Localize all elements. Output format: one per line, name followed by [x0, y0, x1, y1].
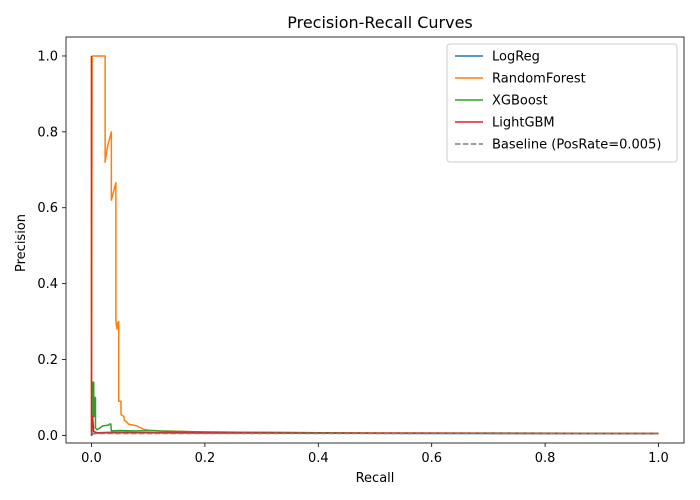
series-line-xgboost	[90, 381, 659, 436]
y-tick-label: 0.8	[37, 125, 58, 140]
chart-title: Precision-Recall Curves	[287, 13, 473, 32]
x-tick-label: 0.4	[308, 451, 329, 466]
y-axis-label: Precision	[14, 214, 29, 272]
y-tick-label: 0.2	[37, 353, 58, 368]
y-axis-ticks: 0.0 0.2 0.4 0.6 0.8 1.0	[37, 49, 66, 444]
x-tick-label: 0.6	[421, 451, 442, 466]
plot-frame	[65, 36, 685, 444]
y-tick-label: 0.0	[37, 429, 58, 444]
legend-box	[446, 43, 678, 163]
x-tick-label: 0.2	[195, 451, 216, 466]
x-tick-label: 1.0	[648, 451, 669, 466]
y-tick-label: 0.6	[37, 201, 58, 216]
x-axis-ticks: 0.0 0.2 0.4 0.6 0.8 1.0	[81, 443, 669, 466]
y-tick-label: 1.0	[37, 49, 58, 64]
legend-label: XGBoost	[492, 94, 548, 109]
legend-label: LightGBM	[492, 116, 555, 131]
y-tick-label: 0.4	[37, 277, 58, 292]
plot-area	[65, 36, 685, 444]
x-axis-label: Recall	[356, 471, 395, 486]
legend-label: RandomForest	[492, 72, 586, 87]
legend-label: LogReg	[492, 50, 540, 65]
legend: LogReg RandomForest XGBoost LightGBM Baselin…	[446, 43, 678, 163]
x-tick-label: 0.8	[535, 451, 556, 466]
legend-label: Baseline (PosRate=0.005)	[492, 138, 661, 153]
x-tick-label: 0.0	[81, 451, 102, 466]
